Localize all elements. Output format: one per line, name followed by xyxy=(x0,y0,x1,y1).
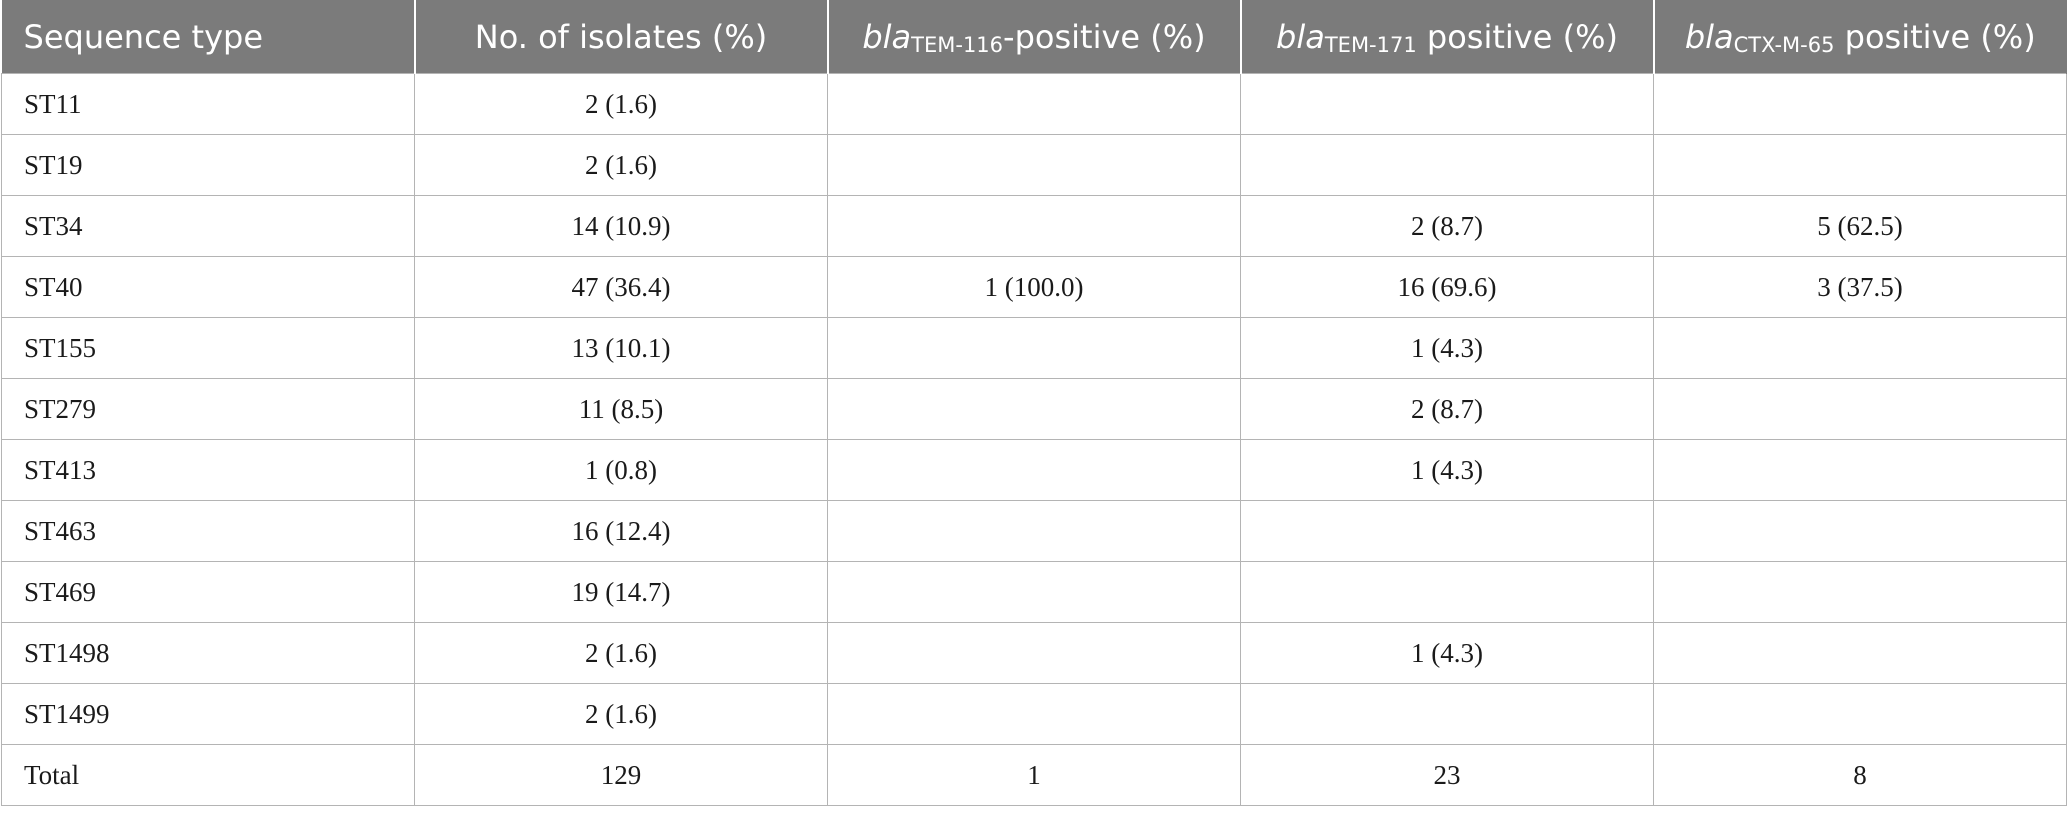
cell-tem116 xyxy=(827,134,1241,196)
table-row: ST11 2 (1.6) xyxy=(1,73,2067,135)
cell-isolates: 16 (12.4) xyxy=(414,500,828,562)
cell-tem116 xyxy=(827,439,1241,501)
cell-tem116 xyxy=(827,317,1241,379)
cell-ctxm65 xyxy=(1653,439,2067,501)
header-sequence-type: Sequence type xyxy=(1,0,416,74)
cell-ctxm65 xyxy=(1653,622,2067,684)
cell-isolates: 11 (8.5) xyxy=(414,378,828,440)
table-row: ST469 19 (14.7) xyxy=(1,561,2067,623)
cell-sequence-type: ST155 xyxy=(1,317,415,379)
cell-tem116 xyxy=(827,378,1241,440)
table-row: ST413 1 (0.8) 1 (4.3) xyxy=(1,439,2067,501)
cell-isolates: 1 (0.8) xyxy=(414,439,828,501)
cell-isolates: 47 (36.4) xyxy=(414,256,828,318)
cell-tem171 xyxy=(1240,683,1654,745)
table-row: ST1499 2 (1.6) xyxy=(1,683,2067,745)
cell-tem171 xyxy=(1240,134,1654,196)
cell-tem116 xyxy=(827,561,1241,623)
cell-tem171: 1 (4.3) xyxy=(1240,317,1654,379)
cell-sequence-type: ST463 xyxy=(1,500,415,562)
cell-sequence-type: ST1498 xyxy=(1,622,415,684)
cell-isolates: 2 (1.6) xyxy=(414,134,828,196)
table-row: ST34 14 (10.9) 2 (8.7) 5 (62.5) xyxy=(1,195,2067,257)
cell-sequence-type: ST19 xyxy=(1,134,415,196)
cell-tem171: 23 xyxy=(1240,744,1654,806)
cell-ctxm65 xyxy=(1653,317,2067,379)
cell-ctxm65 xyxy=(1653,134,2067,196)
cell-ctxm65: 8 xyxy=(1653,744,2067,806)
cell-sequence-type: ST413 xyxy=(1,439,415,501)
cell-ctxm65: 3 (37.5) xyxy=(1653,256,2067,318)
header-isolates: No. of isolates (%) xyxy=(414,0,829,74)
cell-isolates: 129 xyxy=(414,744,828,806)
cell-sequence-type: Total xyxy=(1,744,415,806)
total-row: Total 129 1 23 8 xyxy=(1,744,2067,806)
cell-tem116 xyxy=(827,500,1241,562)
cell-ctxm65 xyxy=(1653,378,2067,440)
cell-tem171 xyxy=(1240,500,1654,562)
cell-ctxm65 xyxy=(1653,500,2067,562)
cell-isolates: 14 (10.9) xyxy=(414,195,828,257)
table-row: ST279 11 (8.5) 2 (8.7) xyxy=(1,378,2067,440)
cell-isolates: 2 (1.6) xyxy=(414,683,828,745)
header-tem171: blaTEM-171 positive (%) xyxy=(1240,0,1655,74)
cell-sequence-type: ST34 xyxy=(1,195,415,257)
cell-tem171: 1 (4.3) xyxy=(1240,439,1654,501)
cell-tem171: 1 (4.3) xyxy=(1240,622,1654,684)
cell-sequence-type: ST11 xyxy=(1,73,415,135)
cell-sequence-type: ST1499 xyxy=(1,683,415,745)
header-row: Sequence type No. of isolates (%) blaTEM… xyxy=(1,0,2067,74)
table-row: ST1498 2 (1.6) 1 (4.3) xyxy=(1,622,2067,684)
cell-tem116 xyxy=(827,195,1241,257)
cell-tem171: 2 (8.7) xyxy=(1240,378,1654,440)
cell-tem171: 2 (8.7) xyxy=(1240,195,1654,257)
cell-tem116 xyxy=(827,73,1241,135)
cell-tem116 xyxy=(827,683,1241,745)
header-ctxm65: blaCTX-M-65 positive (%) xyxy=(1653,0,2067,74)
cell-ctxm65: 5 (62.5) xyxy=(1653,195,2067,257)
cell-tem116: 1 xyxy=(827,744,1241,806)
cell-ctxm65 xyxy=(1653,683,2067,745)
table-row: ST19 2 (1.6) xyxy=(1,134,2067,196)
table-row: ST155 13 (10.1) 1 (4.3) xyxy=(1,317,2067,379)
table-row: ST40 47 (36.4) 1 (100.0) 16 (69.6) 3 (37.5) xyxy=(1,256,2067,318)
header-tem116: blaTEM-116-positive (%) xyxy=(827,0,1242,74)
cell-sequence-type: ST279 xyxy=(1,378,415,440)
cell-sequence-type: ST469 xyxy=(1,561,415,623)
cell-tem171: 16 (69.6) xyxy=(1240,256,1654,318)
cell-ctxm65 xyxy=(1653,73,2067,135)
cell-tem171 xyxy=(1240,73,1654,135)
cell-tem171 xyxy=(1240,561,1654,623)
cell-tem116 xyxy=(827,622,1241,684)
cell-isolates: 2 (1.6) xyxy=(414,622,828,684)
cell-ctxm65 xyxy=(1653,561,2067,623)
cell-isolates: 19 (14.7) xyxy=(414,561,828,623)
cell-sequence-type: ST40 xyxy=(1,256,415,318)
cell-tem116: 1 (100.0) xyxy=(827,256,1241,318)
cell-isolates: 13 (10.1) xyxy=(414,317,828,379)
table-row: ST463 16 (12.4) xyxy=(1,500,2067,562)
sequence-type-table: Sequence type No. of isolates (%) blaTEM… xyxy=(1,0,2067,806)
cell-isolates: 2 (1.6) xyxy=(414,73,828,135)
